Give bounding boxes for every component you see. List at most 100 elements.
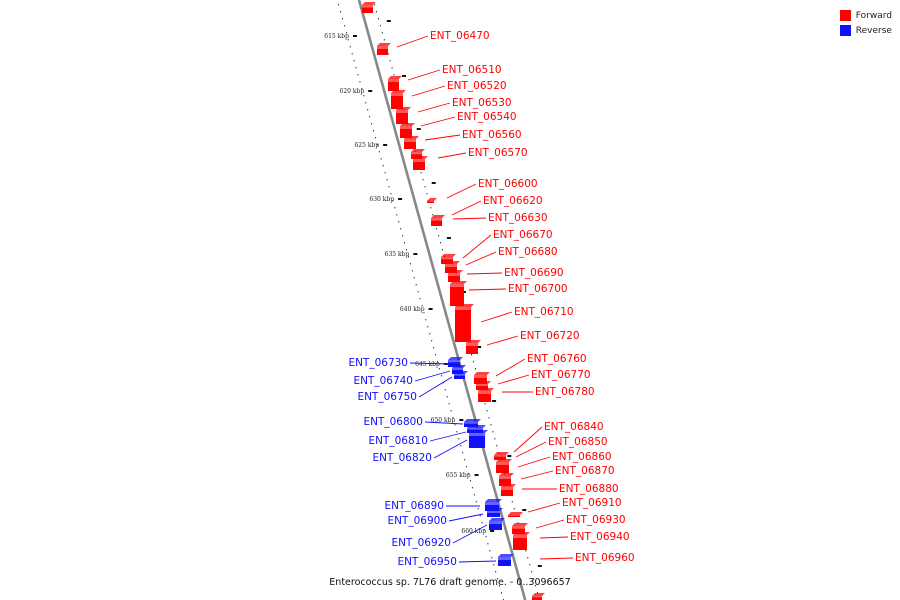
forward-gene (445, 261, 460, 273)
leader-line (433, 439, 468, 459)
gene-block (377, 46, 388, 55)
leader-line (411, 85, 446, 97)
leader-line (396, 35, 429, 48)
scale-tick (352, 35, 357, 37)
gene-label-forward[interactable]: ENT_06930 (566, 514, 626, 526)
forward-gene (431, 215, 445, 226)
forward-gene (450, 281, 467, 306)
gene-label-forward[interactable]: ENT_06870 (555, 465, 615, 477)
gene-label-forward[interactable]: ENT_06770 (531, 369, 591, 381)
gene-block (498, 557, 511, 566)
gene-label-reverse[interactable]: ENT_06890 (384, 500, 444, 512)
gene-label-reverse[interactable]: ENT_06950 (397, 556, 457, 568)
gene-label-forward[interactable]: ENT_06780 (535, 386, 595, 398)
scale-tick (383, 144, 388, 146)
gene-block (455, 307, 471, 342)
gene-label-forward[interactable]: ENT_06910 (562, 497, 622, 509)
scale-tick (446, 237, 451, 239)
gene-label-forward[interactable]: ENT_06850 (548, 436, 608, 448)
gene-block (404, 139, 416, 149)
gene-label-reverse[interactable]: ENT_06810 (368, 435, 428, 447)
gene-label-forward[interactable]: ENT_06710 (514, 306, 574, 318)
gene-label-forward[interactable]: ENT_06670 (493, 229, 553, 241)
scale-tick (477, 346, 482, 348)
gene-label-forward[interactable]: ENT_06520 (447, 80, 507, 92)
gene-label-forward[interactable]: ENT_06620 (483, 195, 543, 207)
gene-label-reverse[interactable]: ENT_06740 (353, 375, 413, 387)
gene-label-forward[interactable]: ENT_06840 (544, 421, 604, 433)
gene-label-reverse[interactable]: ENT_06800 (363, 416, 423, 428)
gene-label-forward[interactable]: ENT_06680 (498, 246, 558, 258)
scale-tick (428, 308, 433, 310)
leader-line (452, 524, 488, 544)
forward-gene (512, 523, 528, 534)
forward-gene (513, 532, 530, 550)
leader-line (480, 311, 513, 323)
gene-label-forward[interactable]: ENT_06760 (527, 353, 587, 365)
scale-label: 620 kbp (340, 88, 365, 95)
scale-tick (537, 565, 542, 567)
forward-gene (411, 149, 425, 159)
scale-tick (522, 509, 527, 511)
gene-block (400, 126, 412, 138)
forward-gene (466, 340, 481, 354)
gene-label-reverse[interactable]: ENT_06900 (387, 515, 447, 527)
scale-tick (459, 419, 464, 421)
gene-label-forward[interactable]: ENT_06960 (575, 552, 635, 564)
gene-label-reverse[interactable]: ENT_06920 (391, 537, 451, 549)
leader-line (539, 536, 569, 539)
leader-line (535, 519, 565, 529)
gene-label-forward[interactable]: ENT_06700 (508, 283, 568, 295)
gene-label-forward[interactable]: ENT_06720 (520, 330, 580, 342)
gene-block (532, 596, 542, 600)
gene-label-forward[interactable]: ENT_06690 (504, 267, 564, 279)
gene-block (396, 110, 408, 124)
gene-label-forward[interactable]: ENT_06860 (552, 451, 612, 463)
gene-label-reverse[interactable]: ENT_06750 (357, 391, 417, 403)
gene-block (454, 374, 465, 379)
gene-label-forward[interactable]: ENT_06540 (457, 111, 517, 123)
leader-line (495, 358, 526, 377)
gene-label-forward[interactable]: ENT_06560 (462, 129, 522, 141)
leader-line (429, 431, 467, 442)
forward-gene (508, 512, 523, 517)
leader-line (486, 335, 519, 346)
gene-block (485, 502, 499, 511)
forward-gene (532, 593, 545, 600)
scale-tick (431, 182, 436, 184)
leader-line (437, 152, 467, 159)
reverse-gene (485, 499, 502, 511)
gene-label-forward[interactable]: ENT_06570 (468, 147, 528, 159)
gene-label-forward[interactable]: ENT_06510 (442, 64, 502, 76)
leader-line (515, 441, 547, 458)
scale-tick (416, 128, 421, 130)
forward-gene (377, 43, 391, 55)
gene-label-forward[interactable]: ENT_06880 (559, 483, 619, 495)
scale-tick (490, 530, 495, 532)
leader-line (465, 251, 497, 266)
gene-label-forward[interactable]: ENT_06530 (452, 97, 512, 109)
scale-tick (474, 474, 479, 476)
gene-label-reverse[interactable]: ENT_06730 (348, 357, 408, 369)
leader-line (458, 560, 497, 563)
gene-label-forward[interactable]: ENT_06630 (488, 212, 548, 224)
reverse-gene (469, 430, 488, 448)
scale-label: 630 kbp (369, 196, 394, 203)
gene-label-forward[interactable]: ENT_06940 (570, 531, 630, 543)
forward-gene (400, 123, 415, 138)
reverse-gene (464, 419, 481, 427)
legend-item: Forward (839, 8, 892, 23)
leader-line (462, 234, 492, 259)
leader-line (420, 116, 456, 127)
gene-label-forward[interactable]: ENT_06600 (478, 178, 538, 190)
scale-label: 655 kbp (446, 472, 471, 479)
scale-label: 645 kbp (415, 361, 440, 368)
scale-tick (386, 20, 391, 22)
forward-gene (404, 136, 419, 149)
forward-gene (413, 156, 428, 170)
gene-label-forward[interactable]: ENT_06470 (430, 30, 490, 42)
gene-label-reverse[interactable]: ENT_06820 (372, 452, 432, 464)
gene-block (441, 257, 453, 264)
gene-block (487, 511, 500, 517)
